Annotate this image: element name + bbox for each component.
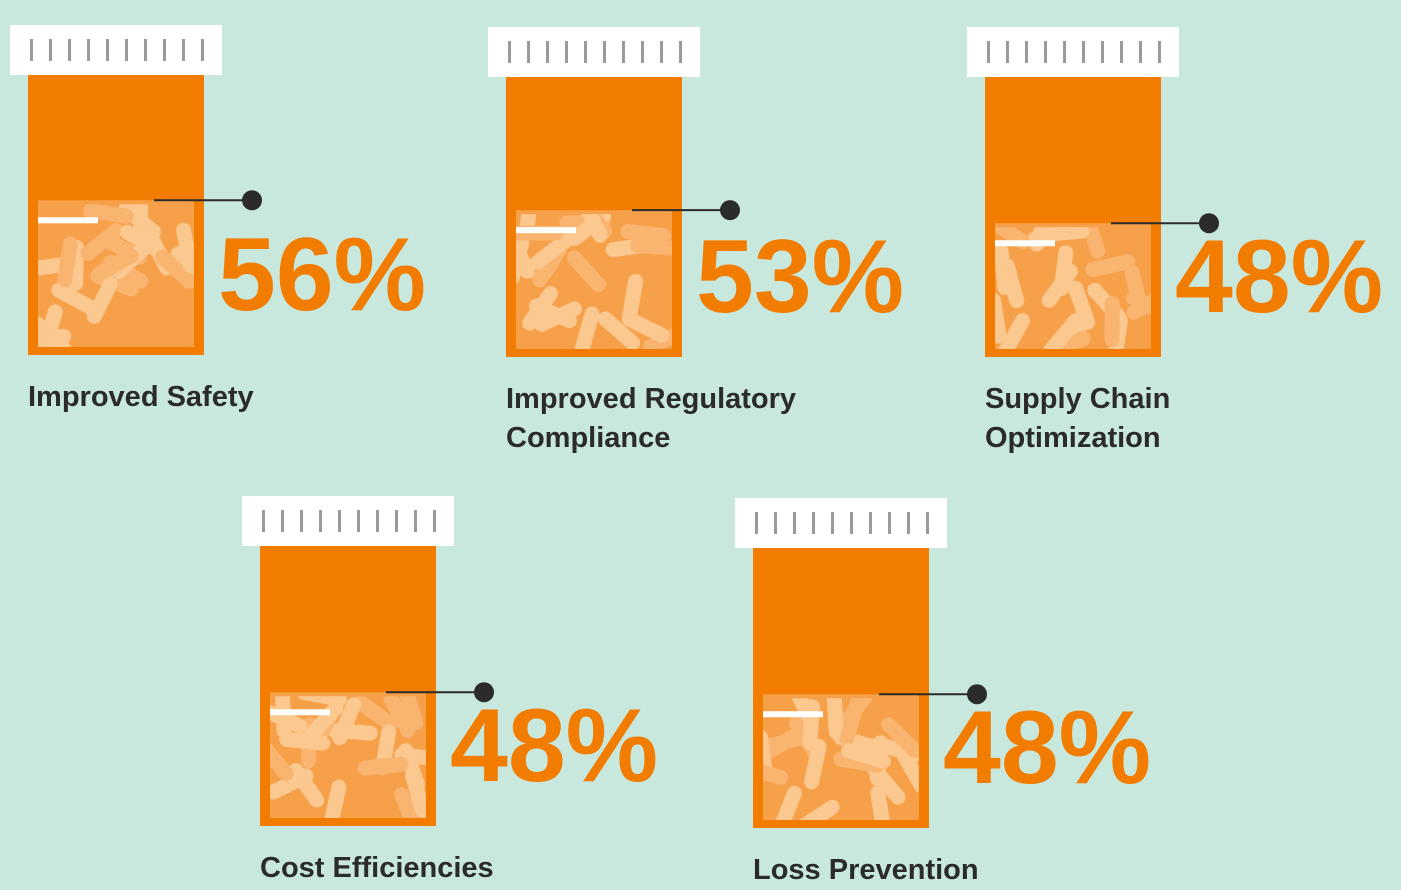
leader-dot: [242, 190, 262, 210]
bottle: 56%: [10, 25, 426, 355]
bottle: 48%: [967, 27, 1383, 357]
pill: [849, 751, 883, 761]
cap-ridge: [125, 39, 128, 61]
cap-ridge: [527, 41, 530, 63]
cap-ridge: [660, 41, 663, 63]
cap-ridge: [1063, 41, 1066, 63]
pill: [184, 230, 191, 265]
cap-ridge: [182, 39, 185, 61]
cap-ridge: [565, 41, 568, 63]
cap-ridge: [144, 39, 147, 61]
cap-ridge: [831, 512, 834, 534]
category-label: Improved Regulatory Compliance: [506, 380, 866, 458]
bottle: 53%: [488, 27, 904, 357]
bottle-cap: [735, 498, 947, 548]
pill: [331, 787, 339, 822]
pill: [628, 231, 664, 235]
cap-ridge: [793, 512, 796, 534]
pill: [746, 767, 780, 778]
page: {"chart_data": {"type": "pictograph", "c…: [0, 0, 1401, 878]
leader-dot: [720, 200, 740, 220]
cap-ridge: [49, 39, 52, 61]
pill: [768, 737, 803, 746]
pill: [1001, 252, 1005, 288]
pill: [365, 764, 401, 768]
pill: [287, 739, 323, 743]
cap-ridge: [281, 510, 284, 532]
cap-ridge: [1044, 41, 1047, 63]
cap-ridge: [414, 510, 417, 532]
level-dash: [995, 240, 1055, 246]
cap-ridge: [888, 512, 891, 534]
category-label: Improved Safety: [28, 378, 258, 417]
bottle: 48%: [735, 498, 1151, 828]
cap-ridge: [987, 41, 990, 63]
cap-ridge: [641, 41, 644, 63]
cap-ridge: [106, 39, 109, 61]
cap-ridge: [433, 510, 436, 532]
cap-ridge: [812, 512, 815, 534]
pill: [1093, 262, 1128, 270]
cap-ridge: [319, 510, 322, 532]
level-dash: [38, 217, 98, 223]
cap-ridge: [201, 39, 204, 61]
cap-ridge: [68, 39, 71, 61]
pill: [65, 244, 71, 280]
value-label: 53%: [696, 219, 904, 335]
level-dash: [270, 709, 330, 715]
cap-ridge: [546, 41, 549, 63]
pill: [413, 776, 423, 811]
bottle-cap: [10, 25, 222, 75]
pill: [812, 747, 820, 782]
cap-ridge: [1101, 41, 1104, 63]
cap-ridge: [87, 39, 90, 61]
cap-ridge: [376, 510, 379, 532]
pill: [630, 281, 636, 316]
cap-ridge: [262, 510, 265, 532]
value-label: 48%: [1175, 219, 1383, 335]
cap-ridge: [584, 41, 587, 63]
cap-ridge: [30, 39, 33, 61]
pill: [834, 696, 836, 732]
bottle: 48%: [242, 496, 658, 828]
category-label: Supply Chain Optimization: [985, 380, 1215, 458]
cap-ridge: [357, 510, 360, 532]
cap-ridge: [1006, 41, 1009, 63]
cap-ridge: [163, 39, 166, 61]
level-dash: [763, 711, 823, 717]
pill: [638, 245, 674, 248]
cap-ridge: [1158, 41, 1161, 63]
cap-ridge: [926, 512, 929, 534]
pill: [582, 314, 592, 349]
cap-ridge: [603, 41, 606, 63]
category-label: Loss Prevention: [753, 851, 1113, 890]
cap-ridge: [1120, 41, 1123, 63]
value-label: 48%: [943, 690, 1151, 806]
category-label: Cost Efficiencies: [260, 849, 620, 888]
cap-ridge: [679, 41, 682, 63]
cap-ridge: [869, 512, 872, 534]
value-label: 48%: [450, 688, 658, 804]
bottle-cap: [488, 27, 700, 77]
pill: [1046, 231, 1082, 234]
bottle-cap: [242, 496, 454, 546]
cap-ridge: [395, 510, 398, 532]
cap-ridge: [508, 41, 511, 63]
cap-ridge: [338, 510, 341, 532]
cap-ridge: [755, 512, 758, 534]
bottle-cap: [967, 27, 1179, 77]
pill: [90, 211, 126, 216]
cap-ridge: [774, 512, 777, 534]
cap-ridge: [1025, 41, 1028, 63]
cap-ridge: [907, 512, 910, 534]
cap-ridge: [300, 510, 303, 532]
level-dash: [516, 227, 576, 233]
pill: [847, 704, 857, 739]
cap-ridge: [1082, 41, 1085, 63]
cap-ridge: [1139, 41, 1142, 63]
value-label: 56%: [218, 217, 426, 333]
cap-ridge: [622, 41, 625, 63]
cap-ridge: [850, 512, 853, 534]
